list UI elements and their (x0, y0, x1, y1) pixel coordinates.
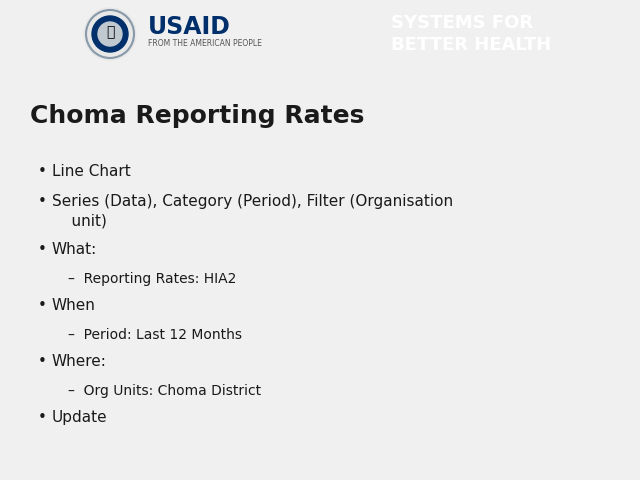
Text: USAID: USAID (148, 15, 231, 39)
Text: When: When (52, 298, 96, 313)
Circle shape (92, 16, 128, 52)
Text: –  Org Units: Choma District: – Org Units: Choma District (68, 384, 261, 398)
Text: –  Period: Last 12 Months: – Period: Last 12 Months (68, 328, 242, 342)
Text: Update: Update (52, 410, 108, 425)
Text: •: • (38, 410, 47, 425)
Text: What:: What: (52, 242, 97, 257)
Text: Series (Data), Category (Period), Filter (Organisation
    unit): Series (Data), Category (Period), Filter… (52, 194, 453, 229)
Text: •: • (38, 242, 47, 257)
Text: Line Chart: Line Chart (52, 164, 131, 179)
Text: –  Reporting Rates: HIA2: – Reporting Rates: HIA2 (68, 272, 236, 286)
Circle shape (98, 22, 122, 46)
Text: •: • (38, 354, 47, 369)
Text: •: • (38, 194, 47, 209)
Text: Choma Reporting Rates: Choma Reporting Rates (30, 104, 364, 128)
Text: •: • (38, 298, 47, 313)
Text: 🦅: 🦅 (106, 25, 114, 39)
Text: SYSTEMS FOR
BETTER HEALTH: SYSTEMS FOR BETTER HEALTH (391, 14, 551, 54)
Text: FROM THE AMERICAN PEOPLE: FROM THE AMERICAN PEOPLE (148, 39, 262, 48)
Circle shape (84, 8, 136, 60)
Text: Where:: Where: (52, 354, 107, 369)
Text: •: • (38, 164, 47, 179)
